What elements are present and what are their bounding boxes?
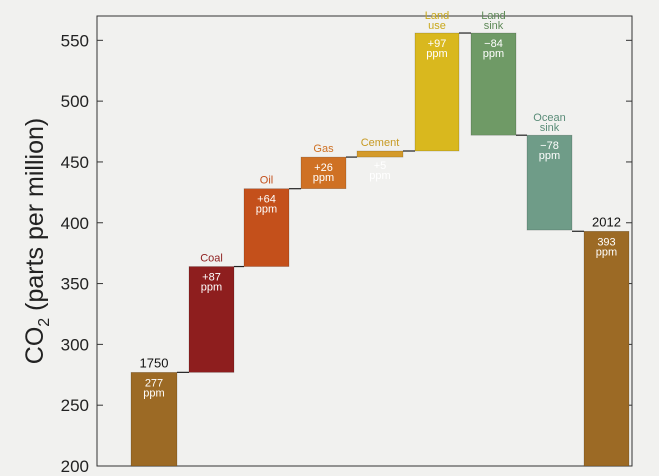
bar-label-2012: 2012 xyxy=(592,214,621,229)
y-axis-ticks: 200 250 300 350 400 450 500 550 xyxy=(61,31,632,476)
y-axis-title-rest: (parts per million) xyxy=(21,118,49,318)
bar-cement xyxy=(356,150,404,158)
y-tick-label: 300 xyxy=(61,335,89,354)
bar-value-ocean-sink: −78 xyxy=(540,140,559,152)
bar-value-1750: ppm xyxy=(143,387,164,399)
bar-gas xyxy=(300,156,347,190)
bar-value-coal: +87 xyxy=(202,272,221,284)
y-axis-title: CO2 (parts per million) xyxy=(21,118,53,364)
bar-label-land-use: use xyxy=(428,20,446,32)
y-tick-label: 450 xyxy=(61,153,89,172)
bar-label-ocean-sink: Ocean xyxy=(533,112,565,124)
bar-label-oil: Oil xyxy=(260,175,273,187)
bar-label-gas: Gas xyxy=(313,143,334,155)
bar-value-coal: ppm xyxy=(201,282,222,294)
bar-labels: 1750277ppmCoal+87ppmOil+64ppmGas+26ppmCe… xyxy=(140,10,621,399)
bar-label-coal: Coal xyxy=(200,253,223,265)
bar-value-ocean-sink: ppm xyxy=(539,150,560,162)
bar-label-land-use: Land xyxy=(425,10,449,22)
bar-label-land-sink: sink xyxy=(484,20,504,32)
plot-frame xyxy=(96,15,633,467)
bar-label-cement: Cement xyxy=(361,137,400,149)
y-axis-label: CO2 (parts per million) xyxy=(21,118,53,364)
y-tick-label: 500 xyxy=(61,92,89,111)
bar-value-cement: ppm xyxy=(369,170,390,182)
bar-value-land-sink: ppm xyxy=(483,48,504,60)
bar-value-2012: 393 xyxy=(597,236,615,248)
bar-2012 xyxy=(583,230,630,467)
bar-value-gas: ppm xyxy=(313,172,334,184)
bar-oil xyxy=(243,188,290,267)
bar-value-1750: 277 xyxy=(145,377,163,389)
y-tick-label: 550 xyxy=(61,31,89,50)
y-tick-label: 350 xyxy=(61,275,89,294)
bar-value-gas: +26 xyxy=(314,162,333,174)
bar-value-land-use: +97 xyxy=(428,38,447,50)
bar-value-cement: +5 xyxy=(374,160,387,172)
bar-value-2012: ppm xyxy=(596,246,617,258)
bar-value-oil: +64 xyxy=(257,194,276,206)
bar-label-1750: 1750 xyxy=(140,355,169,370)
bar-1750 xyxy=(130,372,178,467)
bar-land-use xyxy=(414,32,460,152)
bar-coal xyxy=(188,266,235,373)
bar-value-land-sink: −84 xyxy=(484,38,503,50)
y-tick-label: 250 xyxy=(61,396,89,415)
waterfall-bars xyxy=(130,32,630,467)
bar-land-sink xyxy=(470,32,517,136)
y-axis-title-subscript: 2 xyxy=(36,318,53,327)
bar-label-ocean-sink: sink xyxy=(540,122,560,134)
bar-value-oil: ppm xyxy=(256,204,277,216)
bar-ocean-sink xyxy=(526,134,573,231)
waterfall-connectors xyxy=(177,32,584,373)
bar-label-land-sink: Land xyxy=(481,10,505,22)
bar-value-land-use: ppm xyxy=(426,48,447,60)
y-tick-label: 400 xyxy=(61,214,89,233)
y-axis-title-main: CO xyxy=(21,327,49,365)
y-tick-label: 200 xyxy=(61,457,89,476)
